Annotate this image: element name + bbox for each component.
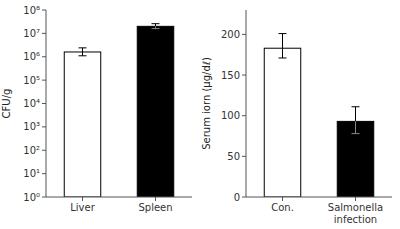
x-tick <box>82 197 83 201</box>
y-tick <box>242 156 246 157</box>
y-tick <box>242 34 246 35</box>
error-cap-low <box>79 55 87 56</box>
y-tick-label: 10² <box>23 145 40 156</box>
y-tick-label: 10⁷ <box>23 28 40 39</box>
x-tick-label: Liver <box>70 202 95 213</box>
x-tick-label: Con. <box>271 202 294 213</box>
x-tick-label-line: Spleen <box>138 202 172 213</box>
y-tick <box>42 33 46 34</box>
error-cap-low <box>352 133 360 134</box>
panel: 0 50 100 150 200 Serum iorn (μg/dℓ) Con. Salmon… <box>201 10 392 225</box>
y-tick-label: 50 <box>227 151 240 162</box>
x-axis <box>46 197 192 198</box>
x-tick-label: Salmonellainfection <box>328 202 383 225</box>
x-tick-label-line: Liver <box>70 202 95 213</box>
error-cap-low <box>152 28 160 29</box>
bar <box>137 26 174 197</box>
x-tick-label: Spleen <box>138 202 172 213</box>
marks <box>64 24 174 197</box>
y-axis <box>246 10 247 197</box>
y-tick <box>42 126 46 127</box>
error-bar-low <box>355 121 356 133</box>
y-tick <box>242 115 246 116</box>
error-bar-high <box>282 34 283 49</box>
x-tick-label-line: Con. <box>271 202 294 213</box>
y-tick-label: 10⁵ <box>23 75 40 86</box>
x-tick <box>355 197 356 201</box>
y-tick-label: 200 <box>221 29 240 40</box>
y-tick <box>242 75 246 76</box>
error-cap-high <box>79 47 87 48</box>
error-bar-high <box>355 107 356 122</box>
error-bar-low <box>82 52 83 56</box>
y-tick <box>42 150 46 151</box>
bar <box>337 121 374 197</box>
y-tick-label: 10⁸ <box>23 5 40 16</box>
y-tick <box>42 56 46 57</box>
y-tick <box>42 197 46 198</box>
y-tick-label: 0 <box>234 192 240 203</box>
y-tick-label: 10⁶ <box>23 51 40 62</box>
y-tick-label: 150 <box>221 70 240 81</box>
panel: 10⁰ 10¹ 10² 10³ 10⁴ 10⁵ 10⁶ 10⁷ 10⁸ CFU/g Liver Spl… <box>1 5 192 214</box>
error-cap-high <box>279 33 287 34</box>
y-axis <box>46 10 47 197</box>
y-tick <box>42 80 46 81</box>
x-tick-label-line: infection <box>334 214 377 225</box>
y-tick-label: 10⁰ <box>23 192 40 203</box>
bar <box>264 48 301 197</box>
x-axis <box>246 197 392 198</box>
chart: 10⁰ 10¹ 10² 10³ 10⁴ 10⁵ 10⁶ 10⁷ 10⁸ CFU/g Liver Spl… <box>0 0 400 229</box>
bar <box>64 52 101 197</box>
marks <box>264 34 374 197</box>
y-tick-label: 10¹ <box>23 168 40 179</box>
y-tick-label: 100 <box>221 110 240 121</box>
error-cap-high <box>152 23 160 24</box>
y-tick <box>42 173 46 174</box>
error-cap-low <box>279 57 287 58</box>
y-axis-label: Serum iorn (μg/dℓ) <box>201 57 212 150</box>
y-tick <box>42 103 46 104</box>
y-tick <box>42 10 46 11</box>
x-tick-label-line: Salmonella <box>328 202 383 213</box>
y-axis-label: CFU/g <box>1 89 12 119</box>
x-tick <box>155 197 156 201</box>
y-tick <box>242 197 246 198</box>
error-bar-high <box>82 48 83 52</box>
y-tick-label: 10⁴ <box>23 98 40 109</box>
error-cap-high <box>352 106 360 107</box>
y-tick-label: 10³ <box>23 121 40 132</box>
x-tick <box>282 197 283 201</box>
error-bar-low <box>282 48 283 58</box>
